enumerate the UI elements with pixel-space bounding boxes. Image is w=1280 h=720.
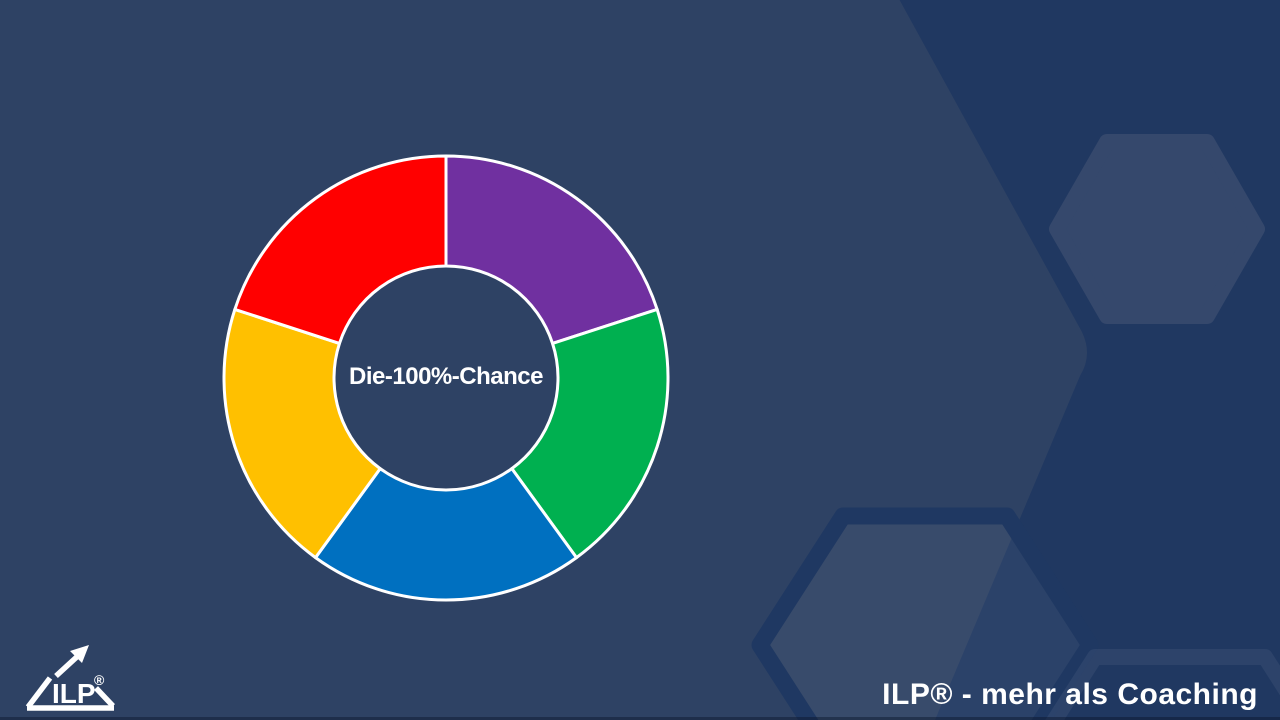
donut-segment-purple <box>444 154 659 345</box>
logo-arrow-head <box>70 645 89 663</box>
footer-tagline: ILP® - mehr als Coaching <box>882 678 1258 711</box>
donut-segment-blue <box>314 467 578 602</box>
logo-text: ILP <box>52 678 96 709</box>
logo-triangle-right-side <box>94 686 115 708</box>
ilp-logo: ILP ® <box>25 645 115 711</box>
slide-bottom-edge <box>0 717 1280 720</box>
chart-center-label: Die-100%-Chance <box>349 363 543 390</box>
hexagon-bottom-outline <box>751 507 1099 720</box>
logo-triangle-left-side <box>25 676 53 709</box>
hexagon-top-right <box>1049 134 1265 324</box>
logo-registered-mark: ® <box>94 672 105 688</box>
donut-segment-red <box>233 154 448 345</box>
donut-segment-yellow <box>222 307 382 560</box>
donut-segment-green <box>510 307 670 560</box>
logo-arrow-shaft <box>54 651 82 679</box>
hexagon-faint-outline <box>1045 649 1280 720</box>
